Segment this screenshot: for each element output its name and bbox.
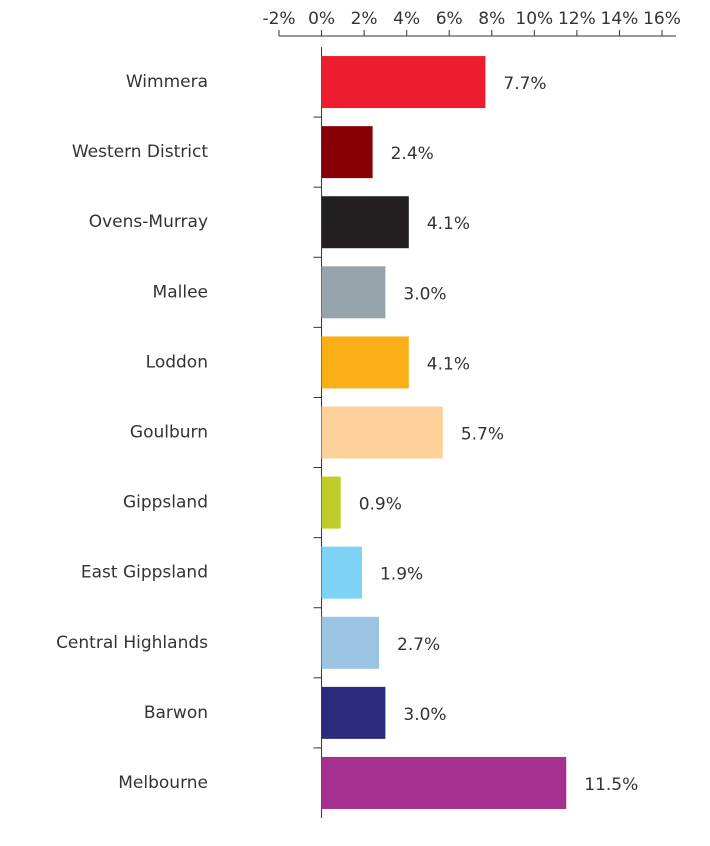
y-tick-label: Western District bbox=[72, 142, 209, 162]
value-label: 1.9% bbox=[380, 565, 423, 585]
value-label: 0.9% bbox=[359, 495, 402, 515]
bar bbox=[321, 196, 409, 249]
x-tick-label: 2% bbox=[351, 9, 378, 29]
value-label: 3.0% bbox=[403, 284, 446, 304]
y-tick-label: Barwon bbox=[144, 703, 208, 723]
y-tick-label: Loddon bbox=[146, 352, 208, 372]
x-tick-label: 10% bbox=[515, 9, 553, 29]
value-label: 2.4% bbox=[391, 144, 434, 164]
y-tick-label: Gippsland bbox=[123, 493, 208, 513]
y-tick-label: Wimmera bbox=[126, 72, 208, 92]
value-label: 7.7% bbox=[503, 74, 546, 94]
y-tick-label: Melbourne bbox=[118, 773, 208, 793]
x-tick-label: 12% bbox=[558, 9, 596, 29]
value-label: 4.1% bbox=[427, 214, 470, 234]
bar bbox=[321, 336, 409, 389]
bar bbox=[321, 476, 341, 529]
y-tick-label: Mallee bbox=[153, 282, 208, 302]
x-tick-label: -2% bbox=[262, 9, 295, 29]
x-tick-label: 6% bbox=[436, 9, 463, 29]
y-tick-label: East Gippsland bbox=[81, 563, 208, 583]
x-tick-label: 8% bbox=[478, 9, 505, 29]
x-tick-label: 14% bbox=[601, 9, 639, 29]
x-tick-label: 0% bbox=[308, 9, 335, 29]
value-label: 5.7% bbox=[461, 425, 504, 445]
value-label: 3.0% bbox=[403, 705, 446, 725]
x-tick-label: 16% bbox=[643, 9, 681, 29]
value-label: 11.5% bbox=[584, 775, 638, 795]
bar bbox=[321, 266, 386, 319]
value-label: 2.7% bbox=[397, 635, 440, 655]
y-tick-label: Goulburn bbox=[130, 423, 208, 443]
y-tick-label: Ovens-Murray bbox=[89, 212, 208, 232]
bar bbox=[321, 406, 443, 459]
bar bbox=[321, 56, 486, 109]
value-label: 4.1% bbox=[427, 354, 470, 374]
bar bbox=[321, 616, 380, 669]
bar bbox=[321, 756, 567, 809]
bar bbox=[321, 546, 362, 599]
y-tick-label: Central Highlands bbox=[56, 633, 208, 653]
bar bbox=[321, 686, 386, 739]
bar bbox=[321, 126, 373, 179]
x-tick-label: 4% bbox=[393, 9, 420, 29]
